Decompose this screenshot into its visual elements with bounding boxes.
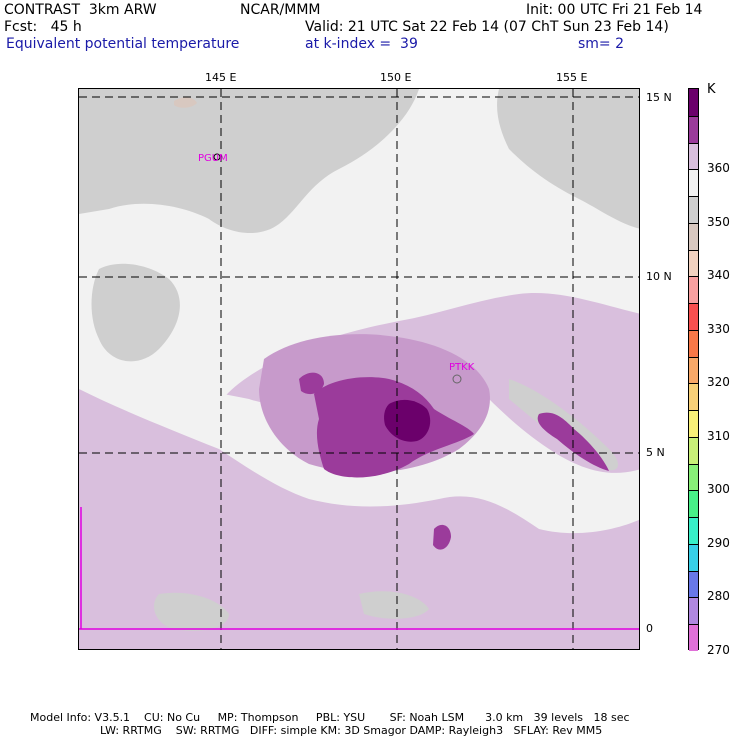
colorbar-segment [689, 329, 698, 357]
colorbar-unit: K [707, 82, 716, 97]
field-darkest-core [384, 399, 431, 442]
level-label: at k-index = 39 [305, 36, 418, 52]
colorbar-segment [689, 490, 698, 518]
colorbar-label: 290 [707, 535, 730, 550]
lon-label-145: 145 E [205, 71, 237, 84]
lon-label-150: 150 E [380, 71, 412, 84]
colorbar-label: 360 [707, 161, 730, 176]
forecast-hour: Fcst: 45 h [4, 19, 82, 35]
colorbar-segment [689, 196, 698, 223]
model-title: CONTRAST 3km ARW [4, 2, 157, 18]
graticule [79, 89, 639, 649]
colorbar-segment [689, 115, 698, 143]
colorbar-label: 350 [707, 214, 730, 229]
colorbar-segment [689, 463, 698, 491]
colorbar-segment [689, 624, 698, 651]
pgum-marker [213, 153, 221, 161]
colorbar-segment [689, 89, 698, 116]
colorbar-segment [689, 517, 698, 544]
field-gray-southwest [154, 592, 229, 631]
colorbar-segment [689, 169, 698, 197]
model-info-line2: LW: RRTMG SW: RRTMG DIFF: simple KM: 3D … [100, 724, 603, 737]
colorbar-label: 330 [707, 321, 730, 336]
init-time: Init: 00 UTC Fri 21 Feb 14 [526, 2, 703, 18]
colorbar-label: 340 [707, 268, 730, 283]
field-tan-patch [174, 97, 197, 108]
field-gray-northeast [497, 89, 639, 229]
colorbar-segment [689, 436, 698, 464]
model-info-line1: Model Info: V3.5.1 CU: No Cu MP: Thompso… [30, 711, 630, 724]
field-gray-south [359, 591, 429, 619]
lat-label-0: 0 [646, 622, 653, 635]
colorbar-label: 310 [707, 428, 730, 443]
smoothing-label: sm= 2 [578, 36, 625, 52]
colorbar-label: 320 [707, 375, 730, 390]
colorbar-label: 270 [707, 643, 730, 657]
colorbar-segment [689, 597, 698, 625]
ptkk-marker [452, 374, 462, 384]
colorbar-segment [689, 356, 698, 384]
colorbar-label: 300 [707, 482, 730, 497]
field-purple-south [433, 524, 451, 550]
theta-e-field [79, 89, 639, 649]
colorbar-segment [689, 276, 698, 304]
lat-label-15n: 15 N [646, 91, 672, 104]
colorbar-segment [689, 570, 698, 598]
colorbar-segment [689, 383, 698, 411]
colorbar-segment [689, 410, 698, 437]
map-panel: PGUM PTKK [78, 88, 640, 650]
station-ptkk: PTKK [449, 362, 475, 373]
lat-label-5n: 5 N [646, 446, 665, 459]
colorbar-segment [689, 142, 698, 170]
lon-label-155: 155 E [556, 71, 588, 84]
org-label: NCAR/MMM [240, 2, 321, 18]
colorbar-label: 280 [707, 589, 730, 604]
valid-time: Valid: 21 UTC Sat 22 Feb 14 (07 ChT Sun … [305, 19, 669, 35]
colorbar-segment [689, 543, 698, 571]
field-gray-west [91, 263, 180, 362]
colorbar-segment [689, 303, 698, 330]
colorbar [688, 88, 699, 651]
lat-label-10n: 10 N [646, 270, 672, 283]
field-gray-north [79, 89, 419, 234]
colorbar-segment [689, 249, 698, 277]
station-pgum: PGUM [198, 153, 228, 164]
colorbar-segment [689, 222, 698, 250]
field-purple-nw [299, 372, 324, 395]
field-name: Equivalent potential temperature [6, 36, 240, 52]
